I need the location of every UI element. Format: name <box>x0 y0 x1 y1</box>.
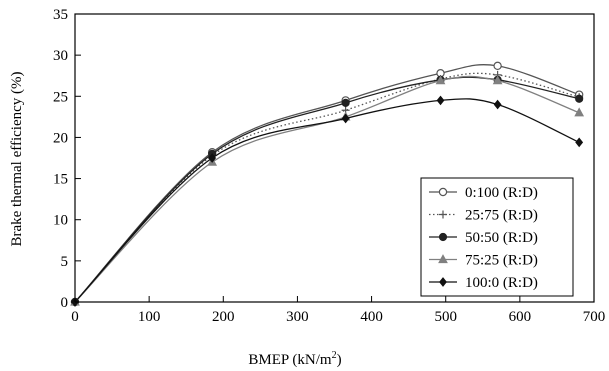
x-tick-label: 0 <box>71 309 79 325</box>
x-axis-title: BMEP (kN/m2) <box>248 350 341 368</box>
x-tick-label: 500 <box>434 309 457 325</box>
data-point <box>493 99 502 110</box>
plot-area <box>74 13 595 303</box>
legend: 0:100 (R:D) 25:75 (R:D) 50:50 (R:D) 75:25 (… <box>420 177 574 297</box>
data-point <box>493 61 502 71</box>
data-point <box>341 113 350 124</box>
y-tick-label: 0 <box>61 295 69 311</box>
tick-layer: 0 100 200 300 400 500 600 700 0 5 10 15 20 25 30 35 <box>53 7 605 325</box>
legend-entry: 0:100 (R:D) <box>429 185 538 201</box>
series-5 <box>71 95 584 307</box>
data-point <box>575 94 584 103</box>
legend-label: 25:75 (R:D) <box>465 208 538 224</box>
legend-swatch-marker <box>439 210 447 219</box>
y-tick-label: 20 <box>53 130 68 146</box>
legend-label: 50:50 (R:D) <box>465 230 538 246</box>
legend-entry: 75:25 (R:D) <box>429 253 538 269</box>
legend-entry: 25:75 (R:D) <box>429 208 538 224</box>
data-point <box>208 153 217 163</box>
legend-label: 100:0 (R:D) <box>465 275 538 291</box>
x-axis-title-superscript: 2 <box>332 350 337 361</box>
x-tick-label: 600 <box>509 309 532 325</box>
legend-label: 0:100 (R:D) <box>465 185 538 201</box>
y-tick-label: 35 <box>53 7 68 23</box>
y-tick-label: 30 <box>53 48 68 64</box>
data-point <box>435 75 446 85</box>
data-point <box>341 98 350 107</box>
plot-border <box>74 13 595 303</box>
y-tick-label: 5 <box>61 254 69 270</box>
data-point <box>574 107 585 117</box>
data-point <box>492 75 503 85</box>
x-tick-label: 400 <box>360 309 383 325</box>
legend-swatch-marker <box>438 232 448 242</box>
data-point <box>436 95 445 106</box>
y-axis-title: Brake thermal efficiency (%) <box>9 71 25 246</box>
y-tick-label: 15 <box>53 172 68 188</box>
legend-swatch-marker <box>439 277 447 287</box>
x-tick-label: 300 <box>286 309 309 325</box>
legend-swatch-marker <box>438 254 448 264</box>
data-point <box>575 137 584 148</box>
y-tick-label: 25 <box>53 89 68 105</box>
legend-swatch-marker <box>438 187 448 197</box>
x-axis-title-main: BMEP (kN/m <box>248 352 332 368</box>
legend-entry: 100:0 (R:D) <box>429 275 538 291</box>
x-tick-label: 100 <box>138 309 161 325</box>
legend-label: 75:25 (R:D) <box>465 253 538 269</box>
x-tick-label: 700 <box>583 309 606 325</box>
x-axis-title-tail: ) <box>337 352 342 368</box>
legend-entry: 50:50 (R:D) <box>429 230 538 246</box>
series-layer <box>70 61 585 307</box>
x-tick-label: 200 <box>212 309 235 325</box>
y-tick-label: 10 <box>53 213 68 229</box>
